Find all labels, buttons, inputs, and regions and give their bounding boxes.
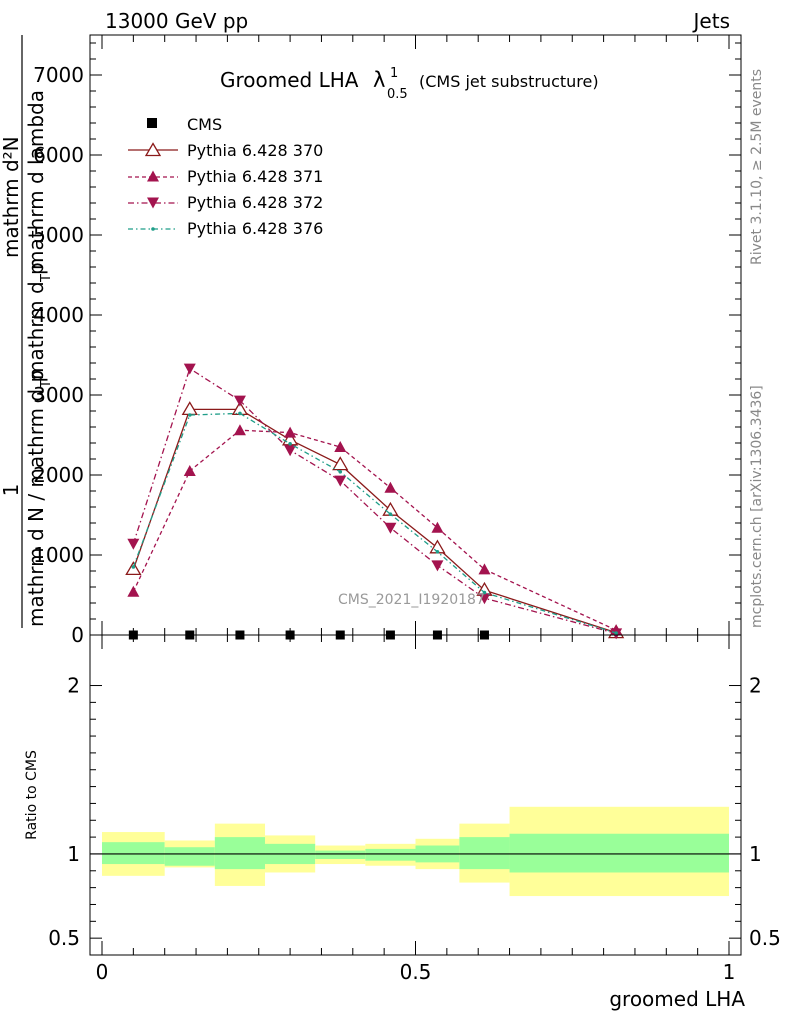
y-tick-label: 1000 bbox=[33, 543, 84, 567]
marker-pythia-6-428-371 bbox=[284, 426, 297, 438]
marker-pythia-6-428-376 bbox=[288, 442, 292, 446]
ylabel-rest: mathrm d p bbox=[24, 262, 48, 380]
ratio-tick-label-right: 0.5 bbox=[749, 926, 781, 950]
legend-marker-371 bbox=[147, 170, 159, 182]
ylabel-rest2: mathrm d lambda bbox=[24, 90, 48, 270]
legend-label-cms: CMS bbox=[187, 115, 222, 134]
series-line-pythia-6-428-372 bbox=[132, 367, 617, 635]
analysis-watermark: CMS_2021_I1920187 bbox=[338, 592, 485, 608]
y-tick-label: 5000 bbox=[33, 223, 84, 247]
ratio-band-inner bbox=[164, 847, 215, 866]
header-right: Jets bbox=[692, 9, 730, 33]
title-subscript: 0.5 bbox=[387, 87, 408, 102]
marker-pythia-6-428-372 bbox=[127, 538, 140, 550]
marker-pythia-6-428-371 bbox=[478, 563, 491, 575]
legend-marker-376 bbox=[151, 227, 155, 231]
main-y-axis: 0 1000 2000 3000 4000 5000 6000 7000 bbox=[33, 42, 741, 647]
title-lambda: λ bbox=[373, 68, 385, 92]
ratio-band-inner bbox=[509, 833, 729, 873]
marker-pythia-6-428-371 bbox=[183, 465, 196, 476]
marker-pythia-6-428-376 bbox=[187, 413, 192, 417]
marker-pythia-6-428-376 bbox=[238, 411, 242, 416]
x-tick-label: 0 bbox=[96, 960, 109, 984]
title-main: Groomed LHA bbox=[220, 68, 359, 92]
marker-pythia-6-428-371 bbox=[334, 441, 347, 452]
x-tick-label: 1 bbox=[723, 960, 736, 984]
marker-pythia-6-428-372 bbox=[431, 560, 444, 572]
title-superscript: 1 bbox=[390, 66, 398, 81]
mcplots-label: mcplots.cern.ch [arXiv:1306.3436] bbox=[749, 385, 765, 628]
header-left: 13000 GeV pp bbox=[105, 9, 248, 33]
ratio-y-axis-label: Ratio to CMS bbox=[24, 750, 40, 840]
y-tick-label: 6000 bbox=[33, 143, 84, 167]
legend-label-370: Pythia 6.428 370 bbox=[187, 141, 323, 160]
main-plot-panel: 0 1000 2000 3000 4000 5000 6000 7000 bbox=[33, 34, 742, 647]
x-axis-label: groomed LHA bbox=[609, 987, 745, 1011]
marker-pythia-6-428-371 bbox=[233, 424, 246, 436]
marker-pythia-6-428-372 bbox=[233, 395, 246, 407]
marker-pythia-6-428-371 bbox=[384, 481, 397, 493]
legend-marker-370 bbox=[144, 142, 162, 157]
y-tick-label: 7000 bbox=[33, 63, 84, 87]
legend-marker-cms bbox=[147, 118, 157, 128]
ylabel-numerator: mathrm d²N bbox=[0, 136, 23, 258]
marker-pythia-6-428-376 bbox=[388, 512, 393, 516]
x-tick-label: 0.5 bbox=[400, 960, 432, 984]
ratio-band-inner bbox=[214, 837, 266, 870]
marker-pythia-6-428-376 bbox=[338, 470, 343, 474]
chart-title: Groomed LHA λ 1 0.5 (CMS jet substructur… bbox=[220, 66, 599, 102]
marker-pythia-6-428-372 bbox=[183, 363, 196, 375]
ratio-frame bbox=[89, 634, 742, 956]
rivet-version-label: Rivet 3.1.10, ≥ 2.5M events bbox=[749, 69, 765, 265]
legend-label-376: Pythia 6.428 376 bbox=[187, 219, 323, 238]
marker-pythia-6-428-372 bbox=[478, 593, 491, 605]
ylabel-denominator-sub: T bbox=[39, 380, 54, 389]
marker-pythia-6-428-371 bbox=[127, 585, 140, 597]
ratio-y-axis: 0.5 0.5 1 1 2 2 bbox=[48, 674, 781, 951]
marker-pythia-6-428-371 bbox=[431, 521, 444, 533]
marker-pythia-6-428-376 bbox=[435, 550, 440, 554]
y-tick-label: 0 bbox=[71, 623, 84, 647]
ratio-tick-label: 2 bbox=[67, 674, 80, 698]
ratio-uncertainty-bands bbox=[102, 806, 729, 897]
marker-pythia-6-428-376 bbox=[482, 590, 487, 595]
main-x-axis-ticks bbox=[101, 35, 730, 635]
ratio-band-inner bbox=[459, 837, 510, 870]
ratio-band-inner bbox=[365, 848, 416, 861]
ratio-panel: 0.5 0.51 12 2 0 0.5 1 bbox=[48, 634, 781, 984]
marker-pythia-6-428-372 bbox=[334, 475, 347, 487]
main-y-axis-label: 1 mathrm d N / mathrm d p T mathrm d²N m… bbox=[0, 35, 54, 628]
marker-pythia-6-428-372 bbox=[284, 445, 297, 457]
series-line-pythia-6-428-371 bbox=[132, 429, 617, 631]
ratio-tick-label: 0.5 bbox=[48, 926, 80, 950]
marker-pythia-6-428-376 bbox=[614, 631, 618, 635]
ylabel-rest-sub: T bbox=[39, 274, 54, 283]
marker-pythia-6-428-370 bbox=[181, 401, 198, 416]
legend-label-371: Pythia 6.428 371 bbox=[187, 167, 323, 186]
ylabel-denominator: mathrm d N / mathrm d p bbox=[24, 370, 48, 627]
legend-label-372: Pythia 6.428 372 bbox=[187, 193, 323, 212]
y-tick-label: 4000 bbox=[33, 303, 84, 327]
marker-pythia-6-428-376 bbox=[131, 565, 136, 569]
ratio-band-inner bbox=[315, 850, 366, 859]
legend-marker-372 bbox=[147, 197, 159, 209]
title-suffix: (CMS jet substructure) bbox=[419, 72, 599, 91]
ratio-tick-label: 1 bbox=[67, 842, 80, 866]
ylabel-one: 1 bbox=[0, 484, 23, 497]
ratio-x-axis: 0 0.5 1 bbox=[96, 635, 736, 984]
y-tick-label: 2000 bbox=[33, 463, 84, 487]
legend: CMS Pythia 6.428 370 Pythia 6.428 371 Py… bbox=[128, 115, 323, 238]
ratio-tick-label-right: 2 bbox=[749, 674, 762, 698]
marker-pythia-6-428-370 bbox=[332, 456, 349, 471]
ratio-band-inner bbox=[102, 842, 165, 865]
marker-pythia-6-428-372 bbox=[384, 522, 397, 534]
ratio-tick-label-right: 1 bbox=[749, 842, 762, 866]
y-tick-label: 3000 bbox=[33, 383, 84, 407]
